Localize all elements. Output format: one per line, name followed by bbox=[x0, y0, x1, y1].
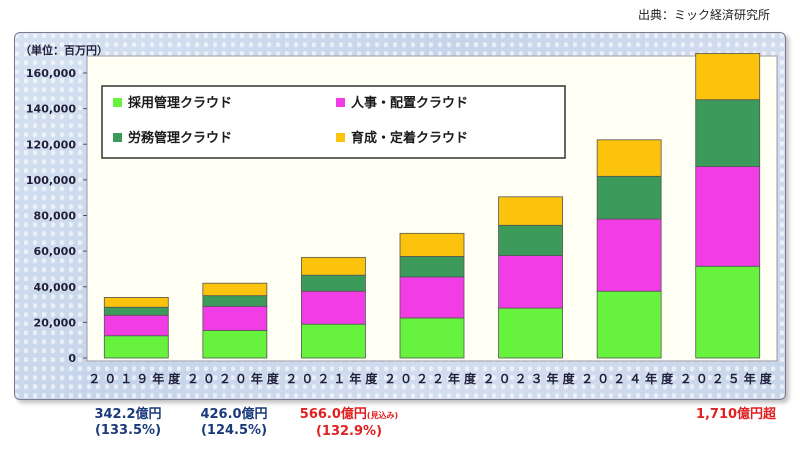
bar-segment-3-0 bbox=[399, 317, 465, 359]
y-tick-label: 100,000 bbox=[26, 174, 76, 187]
legend-swatch-2 bbox=[113, 133, 122, 142]
bar-segment-3-1 bbox=[399, 276, 465, 319]
x-category-label: ２０２３年度 bbox=[483, 371, 579, 386]
note-2019: 342.2億円 (133.5%) bbox=[88, 407, 168, 439]
y-tick-label: 160,000 bbox=[26, 67, 76, 80]
legend: 採用管理クラウド 人事・配置クラウド 労務管理クラウド 育成・定着クラウド bbox=[101, 85, 566, 159]
note-2021-growth: (132.9%) bbox=[315, 424, 383, 439]
bar-segment-5-2 bbox=[596, 175, 662, 220]
note-2020-growth: (124.5%) bbox=[200, 423, 268, 438]
legend-swatch-0 bbox=[113, 98, 122, 107]
y-tick-label: 0 bbox=[68, 352, 76, 365]
x-category-label: ２０１９年度 bbox=[88, 371, 184, 386]
bar-segment-4-2 bbox=[498, 224, 563, 256]
note-2021: 566.0億円(見込み) (132.9%) bbox=[284, 407, 414, 440]
bar-segment-2-0 bbox=[301, 323, 366, 359]
bar-segment-5-0 bbox=[596, 290, 662, 359]
bar-segment-4-1 bbox=[498, 255, 563, 309]
x-category-label: ２０２４年度 bbox=[581, 371, 677, 386]
bar-segment-2-3 bbox=[301, 256, 366, 276]
bar-segment-5-1 bbox=[596, 218, 662, 292]
note-2025-amount: 1,710億円超 bbox=[695, 407, 777, 422]
bar-segment-6-2 bbox=[695, 99, 761, 167]
bar-segment-3-3 bbox=[399, 232, 465, 257]
legend-swatch-1 bbox=[336, 98, 345, 107]
note-2020: 426.0億円 (124.5%) bbox=[194, 407, 274, 439]
legend-label-3: 育成・定着クラウド bbox=[351, 130, 468, 146]
y-tick-label: 60,000 bbox=[34, 245, 77, 258]
bar-segment-1-2 bbox=[202, 295, 268, 307]
y-tick-label: 120,000 bbox=[26, 138, 76, 151]
y-tick-label: 140,000 bbox=[26, 103, 76, 116]
y-tick-label: 20,000 bbox=[34, 316, 77, 329]
bar-segment-3-2 bbox=[399, 256, 465, 278]
y-axis-ticks: 0 20,000 40,000 60,000 80,000 100,000 120,000 1… bbox=[26, 67, 87, 365]
bar-segment-1-1 bbox=[202, 305, 268, 331]
x-category-label: ２０２１年度 bbox=[285, 371, 381, 386]
source-note: 出典：ミック経済研究所 bbox=[637, 8, 770, 22]
bar-segment-0-3 bbox=[103, 297, 169, 308]
y-tick-label: 80,000 bbox=[34, 210, 77, 223]
unit-label: （単位：百万円） bbox=[20, 44, 108, 57]
x-category-label: ２０２５年度 bbox=[680, 371, 776, 386]
bar-segment-0-1 bbox=[103, 314, 169, 337]
legend-label-0: 採用管理クラウド bbox=[128, 95, 232, 111]
x-axis-categories: ２０１９年度 ２０２０年度 ２０２１年度 ２０２２年度 ２０２３年度 ２０２４年度 ２０２５… bbox=[88, 371, 776, 386]
y-tick-label: 40,000 bbox=[34, 281, 77, 294]
bar-segment-1-3 bbox=[202, 282, 268, 297]
bars bbox=[103, 53, 761, 359]
bar-segment-0-0 bbox=[103, 335, 169, 359]
bar-segment-1-0 bbox=[202, 329, 268, 359]
bar-segment-2-2 bbox=[301, 274, 366, 292]
legend-swatch-3 bbox=[336, 133, 345, 142]
bar-segment-0-2 bbox=[103, 306, 169, 316]
bar-segment-6-1 bbox=[695, 166, 761, 267]
note-2020-amount: 426.0億円 bbox=[200, 407, 268, 422]
x-category-label: ２０２０年度 bbox=[187, 371, 283, 386]
bar-segment-4-3 bbox=[498, 196, 563, 226]
note-2021-amount: 566.0億円 bbox=[299, 407, 367, 422]
note-2025: 1,710億円超 bbox=[686, 407, 786, 423]
note-2019-growth: (133.5%) bbox=[94, 423, 162, 438]
note-2021-estimate: (見込み) bbox=[366, 411, 399, 420]
bar-segment-5-3 bbox=[596, 139, 662, 177]
legend-label-1: 人事・配置クラウド bbox=[351, 95, 468, 111]
x-category-label: ２０２２年度 bbox=[384, 371, 480, 386]
legend-box bbox=[101, 85, 566, 159]
bar-segment-2-1 bbox=[301, 290, 366, 325]
bar-segment-4-0 bbox=[498, 307, 563, 359]
bar-segment-6-3 bbox=[695, 53, 761, 101]
bar-segment-6-0 bbox=[695, 265, 761, 359]
legend-label-2: 労務管理クラウド bbox=[128, 130, 232, 146]
note-2019-amount: 342.2億円 bbox=[94, 407, 162, 422]
